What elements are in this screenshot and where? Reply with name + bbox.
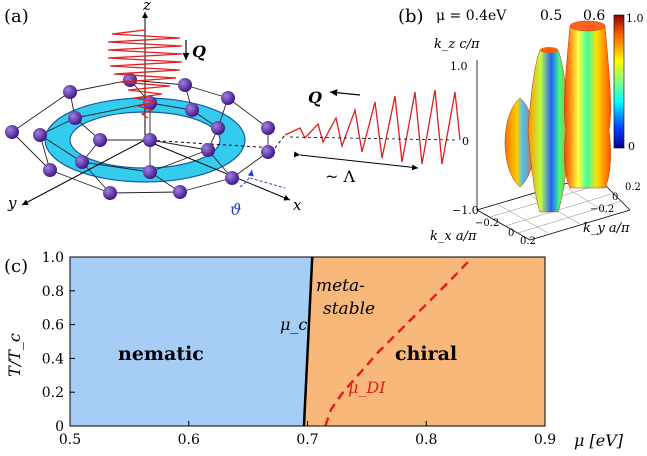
mu-label-2: 0.6 (583, 8, 605, 24)
kx-tick-2: 0.2 (520, 236, 536, 247)
wavelength-arrow (293, 151, 419, 171)
atom (63, 85, 77, 99)
y-tick-label: 0 (55, 419, 64, 435)
mu-di-label: μ_DI (348, 378, 386, 397)
mu-di-line (324, 261, 469, 427)
x-tick-label: 0.9 (534, 432, 556, 448)
x-tick-label: 0.6 (178, 432, 200, 448)
wavelength-label: ~ Λ (325, 167, 355, 186)
atom (185, 103, 199, 117)
panel-b-label: (b) (398, 6, 424, 27)
colorbar (613, 14, 625, 149)
atom (103, 186, 117, 200)
q-arrow-horizontal (329, 89, 361, 97)
q-label-horizontal: Q (308, 88, 322, 107)
atom (225, 171, 239, 185)
phase-diagram: 0.5 0.6 0.7 0.8 0.9 0 0.2 0.4 0.6 0.8 1.0 (42, 250, 556, 448)
atom (178, 78, 192, 92)
kz-tick-top: 1.0 (450, 60, 468, 73)
atom (261, 121, 275, 135)
angle-label: ϑ (230, 200, 241, 219)
kz-axis-label: k_z c/π (434, 37, 480, 52)
ky-axis-label: k_y a/π (583, 221, 630, 236)
panel-a-label: (a) (4, 6, 29, 27)
x-tick-label: 0.7 (296, 432, 318, 448)
vertical-wave (107, 29, 183, 119)
atom (68, 111, 82, 125)
atom (173, 185, 187, 199)
ticks: 0.5 0.6 0.7 0.8 0.9 0 0.2 0.4 0.6 0.8 1.0 (42, 250, 556, 448)
y-axis-label: y (7, 194, 17, 212)
kz-tick-bottom: −1.0 (452, 204, 479, 217)
kx-tick-0: −0.2 (475, 218, 499, 229)
colorbar-tick-min: 0 (628, 140, 635, 153)
panel-c-label: (c) (4, 256, 28, 277)
q-label-vertical: Q (192, 42, 206, 61)
fermi-surface-0-6 (564, 25, 611, 189)
mu-c-line (302, 256, 314, 427)
panel-a: (a) (4, 0, 461, 219)
y-axis-arrow (21, 139, 146, 206)
y-tick-label: 0.2 (42, 385, 64, 401)
x-tick-label: 0.5 (59, 432, 81, 448)
y-tick-label: 0.4 (42, 351, 64, 367)
atom (33, 128, 47, 142)
atom (5, 125, 19, 139)
horizontal-wave (284, 89, 461, 165)
panel-c: (c) 0.5 0.6 0.7 0.8 0.9 0 0.2 0.4 0.6 0.8 1.0 nema… (4, 250, 624, 450)
y-tick-label: 0.8 (42, 284, 64, 300)
kx-axis-label: k_x a/π (430, 229, 477, 244)
x-axis-arrow (144, 139, 291, 201)
z-axis-label: z (142, 0, 151, 14)
y-tick-label: 1.0 (42, 250, 64, 266)
atom (211, 121, 225, 135)
mu-c-label: μ_c (280, 315, 307, 334)
y-axis-label-c: T/T_c (5, 333, 24, 377)
mu-label-0: μ = 0.4eV (436, 8, 507, 24)
y-tick-label: 0.6 (42, 318, 64, 334)
atom (143, 165, 157, 179)
projection-line (144, 139, 276, 149)
phase-chiral-label: chiral (395, 343, 457, 365)
x-tick-label: 0.8 (415, 432, 437, 448)
angle-arc (239, 169, 254, 188)
kz-tick-mid: 0 (462, 135, 469, 148)
phase-nematic-label: nematic (118, 343, 204, 365)
atom (93, 133, 107, 147)
kx-tick-1: 0 (508, 228, 514, 239)
region-chiral (303, 257, 545, 426)
x-axis-label-c: μ [eV] (574, 431, 624, 450)
fermi-surface-0-5 (527, 49, 571, 213)
ky-tick-2: 0.2 (625, 182, 641, 193)
colorbar-tick-max: 1.0 (626, 12, 644, 25)
metastable-label-1: meta- (316, 276, 365, 296)
metastable-label-2: stable (323, 299, 375, 319)
ky-tick-0: −0.2 (590, 204, 614, 215)
atoms (5, 73, 275, 200)
atom (143, 133, 157, 147)
mu-label-1: 0.5 (540, 8, 562, 24)
x-axis-label: x (293, 196, 302, 214)
atom (75, 155, 89, 169)
region-nematic (70, 257, 313, 426)
ky-tick-1: 0 (612, 192, 618, 203)
panel-b: (b) μ = 0.4eV 0.5 0.6 k_z c/π 1.0 0 −1.0… (398, 6, 644, 247)
atom (261, 145, 275, 159)
atom (201, 143, 215, 157)
atom (43, 163, 57, 177)
atom (221, 91, 235, 105)
